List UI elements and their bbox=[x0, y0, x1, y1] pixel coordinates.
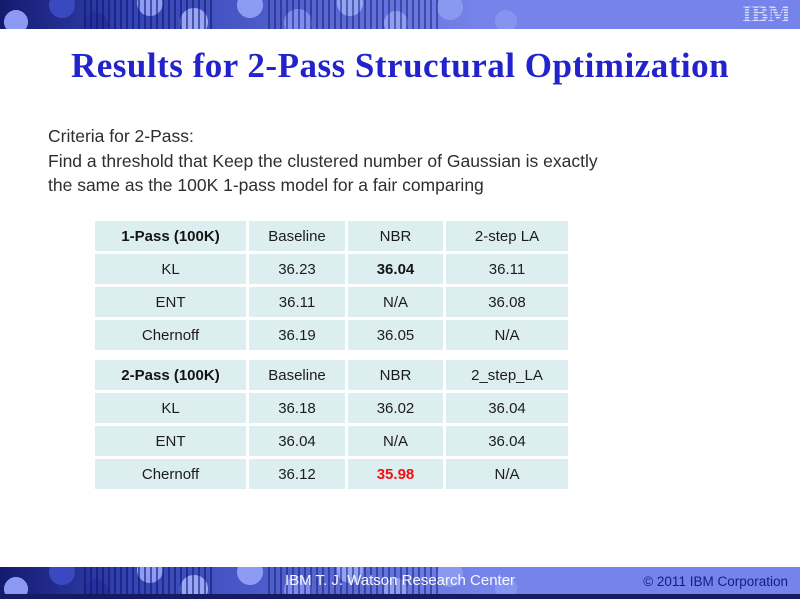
svg-text:IBM: IBM bbox=[742, 4, 788, 25]
criteria-line-2: Find a threshold that Keep the clustered… bbox=[48, 150, 598, 171]
table-cell: KL bbox=[95, 254, 246, 284]
table-cell: Baseline bbox=[249, 221, 345, 251]
table-cell: NBR bbox=[348, 360, 443, 390]
bottom-strip bbox=[0, 594, 800, 599]
ibm-logo-icon: IBM bbox=[742, 2, 792, 29]
footer-copyright: © 2011 IBM Corporation bbox=[643, 574, 788, 589]
table-cell: 2-step LA bbox=[446, 221, 568, 251]
table-row: ENT 36.04 N/A 36.04 bbox=[95, 426, 568, 456]
table-cell: 36.02 bbox=[348, 393, 443, 423]
table-cell: 36.05 bbox=[348, 320, 443, 350]
table-cell: 36.18 bbox=[249, 393, 345, 423]
table-cell: 1-Pass (100K) bbox=[95, 221, 246, 251]
table-row: KL 36.18 36.02 36.04 bbox=[95, 393, 568, 423]
table-cell: N/A bbox=[446, 320, 568, 350]
results-table-2pass: 2-Pass (100K) Baseline NBR 2_step_LA KL … bbox=[95, 360, 568, 492]
slide-title: Results for 2-Pass Structural Optimizati… bbox=[70, 46, 730, 85]
table-cell: Baseline bbox=[249, 360, 345, 390]
table-row: ENT 36.11 N/A 36.08 bbox=[95, 287, 568, 317]
table-cell: 36.04 bbox=[348, 254, 443, 284]
table-cell: NBR bbox=[348, 221, 443, 251]
table-cell: 2-Pass (100K) bbox=[95, 360, 246, 390]
criteria-line-3: the same as the 100K 1-pass model for a … bbox=[48, 175, 484, 195]
table-cell: 36.04 bbox=[249, 426, 345, 456]
table-cell-highlight: 35.98 bbox=[348, 459, 443, 489]
results-table-1pass: 1-Pass (100K) Baseline NBR 2-step LA KL … bbox=[95, 221, 568, 353]
table-cell: ENT bbox=[95, 426, 246, 456]
table-row: Chernoff 36.12 35.98 N/A bbox=[95, 459, 568, 489]
table-cell: 36.11 bbox=[249, 287, 345, 317]
table-cell: Chernoff bbox=[95, 459, 246, 489]
top-banner: IBM bbox=[0, 0, 800, 29]
criteria-line-1: Criteria for 2-Pass: bbox=[48, 126, 194, 146]
table-row: KL 36.23 36.04 36.11 bbox=[95, 254, 568, 284]
table-cell: N/A bbox=[348, 426, 443, 456]
table-cell: 36.04 bbox=[446, 426, 568, 456]
table-cell: 36.08 bbox=[446, 287, 568, 317]
table-cell: 36.23 bbox=[249, 254, 345, 284]
table-header-row: 1-Pass (100K) Baseline NBR 2-step LA bbox=[95, 221, 568, 251]
table-cell: KL bbox=[95, 393, 246, 423]
table-cell: N/A bbox=[446, 459, 568, 489]
table-cell: 36.11 bbox=[446, 254, 568, 284]
criteria-text: Criteria for 2-Pass: Find a threshold th… bbox=[48, 124, 708, 198]
footer-center-text: IBM T. J. Watson Research Center bbox=[284, 572, 516, 589]
footer-banner bbox=[0, 567, 800, 594]
table-cell: 36.19 bbox=[249, 320, 345, 350]
table-cell: 36.12 bbox=[249, 459, 345, 489]
table-cell: Chernoff bbox=[95, 320, 246, 350]
table-header-row: 2-Pass (100K) Baseline NBR 2_step_LA bbox=[95, 360, 568, 390]
table-row: Chernoff 36.19 36.05 N/A bbox=[95, 320, 568, 350]
table-cell: 2_step_LA bbox=[446, 360, 568, 390]
table-cell: 36.04 bbox=[446, 393, 568, 423]
table-cell: ENT bbox=[95, 287, 246, 317]
table-cell: N/A bbox=[348, 287, 443, 317]
